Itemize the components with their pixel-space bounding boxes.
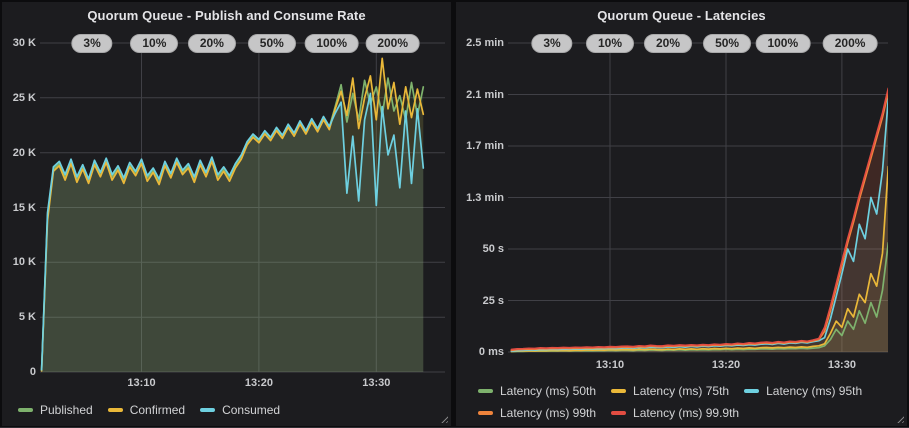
series-fill xyxy=(511,245,888,352)
y-axis-tick-label: 15 K xyxy=(12,201,36,214)
legend-swatch xyxy=(478,411,493,415)
chart-canvas[interactable] xyxy=(456,2,907,426)
y-axis-tick-label: 5 K xyxy=(18,311,36,324)
panel-resize-handle[interactable] xyxy=(439,414,448,423)
legend-swatch xyxy=(478,389,493,393)
legend-label: Latency (ms) 50th xyxy=(500,384,597,398)
y-axis-tick-label: 1.7 min xyxy=(466,140,504,152)
legend-swatch xyxy=(107,408,123,412)
legend-swatch xyxy=(611,389,627,393)
x-axis-tick-label: 13:30 xyxy=(827,359,856,371)
series-line xyxy=(510,165,888,353)
panel-title[interactable]: Quorum Queue - Publish and Consume Rate xyxy=(87,8,366,23)
legend-swatch xyxy=(611,411,627,415)
annotation-badge[interactable]: 100% xyxy=(304,34,360,53)
series-line xyxy=(40,57,425,372)
annotation-badge[interactable]: 3% xyxy=(71,34,113,53)
legend-item[interactable]: Latency (ms) 99.9th xyxy=(611,406,739,420)
x-axis-tick-label: 13:10 xyxy=(595,359,625,371)
annotation-badge[interactable]: 20% xyxy=(187,34,236,53)
y-axis-tick-label: 25 s xyxy=(482,294,504,307)
panel-title[interactable]: Quorum Queue - Latencies xyxy=(597,8,766,23)
y-axis-tick-label: 2.5 min xyxy=(466,37,504,49)
legend-label: Consumed xyxy=(222,403,281,417)
legend-label: Published xyxy=(40,403,93,417)
series-line xyxy=(510,87,888,351)
panel-resize-handle[interactable] xyxy=(895,414,904,423)
legend-item[interactable]: Latency (ms) 95th xyxy=(744,384,862,398)
x-axis-tick-label: 13:10 xyxy=(127,377,156,389)
y-axis-tick-label: 0 ms xyxy=(478,346,504,358)
legend-item[interactable]: Published xyxy=(18,403,93,417)
annotation-badge[interactable]: 200% xyxy=(822,34,878,53)
annotation-badge[interactable]: 50% xyxy=(247,34,296,53)
panel-publish-consume-rate: Quorum Queue - Publish and Consume Rate … xyxy=(2,2,451,426)
series-line xyxy=(40,92,425,371)
y-axis-tick-label: 30 K xyxy=(12,37,36,49)
legend-swatch xyxy=(200,408,216,412)
legend-label: Confirmed xyxy=(129,403,186,417)
legend-row: Latency (ms) 99th Latency (ms) 99.9th xyxy=(478,406,754,420)
y-axis-tick-label: 2.1 min xyxy=(466,88,504,101)
legend-label: Latency (ms) 99.9th xyxy=(633,406,740,420)
x-axis-tick-label: 13:20 xyxy=(711,359,741,371)
panel-latencies: Quorum Queue - Latencies 2.5 min 2.1 min 1… xyxy=(456,2,907,426)
y-axis-tick-label: 50 s xyxy=(482,243,504,255)
annotation-badge[interactable]: 3% xyxy=(531,34,573,53)
legend-swatch xyxy=(744,389,760,393)
annotation-badge[interactable]: 10% xyxy=(585,34,635,53)
series-line xyxy=(510,97,888,353)
series-fill xyxy=(511,171,888,352)
legend-item[interactable]: Confirmed xyxy=(107,403,186,417)
series-fill xyxy=(511,102,888,352)
annotation-badge[interactable]: 200% xyxy=(365,34,421,53)
x-axis-tick-label: 13:30 xyxy=(362,377,391,389)
chart-canvas[interactable] xyxy=(2,2,451,426)
legend-item[interactable]: Consumed xyxy=(200,403,280,417)
annotation-badge[interactable]: 100% xyxy=(755,34,811,53)
legend-item[interactable]: Latency (ms) 75th xyxy=(611,384,729,398)
legend-row: Published Confirmed Consumed xyxy=(18,403,295,417)
legend-label: Latency (ms) 95th xyxy=(766,384,863,398)
legend-item[interactable]: Latency (ms) 99th xyxy=(478,406,596,420)
series-fill xyxy=(41,78,424,372)
series-fill xyxy=(41,58,424,373)
legend-row: Latency (ms) 50th Latency (ms) 75th Latenc… xyxy=(478,384,877,398)
y-axis-tick-label: 25 K xyxy=(12,91,36,104)
annotation-badge[interactable]: 10% xyxy=(130,34,179,53)
x-axis-tick-label: 13:20 xyxy=(244,377,273,389)
annotation-badge[interactable]: 20% xyxy=(643,34,693,53)
legend-label: Latency (ms) 75th xyxy=(633,384,730,398)
annotation-badge[interactable]: 50% xyxy=(703,34,752,53)
y-axis-tick-label: 1.3 min xyxy=(466,191,504,204)
y-axis-tick-label: 20 K xyxy=(12,146,36,159)
legend-label: Latency (ms) 99th xyxy=(500,406,597,420)
legend-swatch xyxy=(18,408,33,412)
legend-item[interactable]: Latency (ms) 50th xyxy=(478,384,596,398)
y-axis-tick-label: 0 xyxy=(29,366,36,378)
y-axis-tick-label: 10 K xyxy=(12,256,36,269)
series-fill xyxy=(41,93,424,373)
